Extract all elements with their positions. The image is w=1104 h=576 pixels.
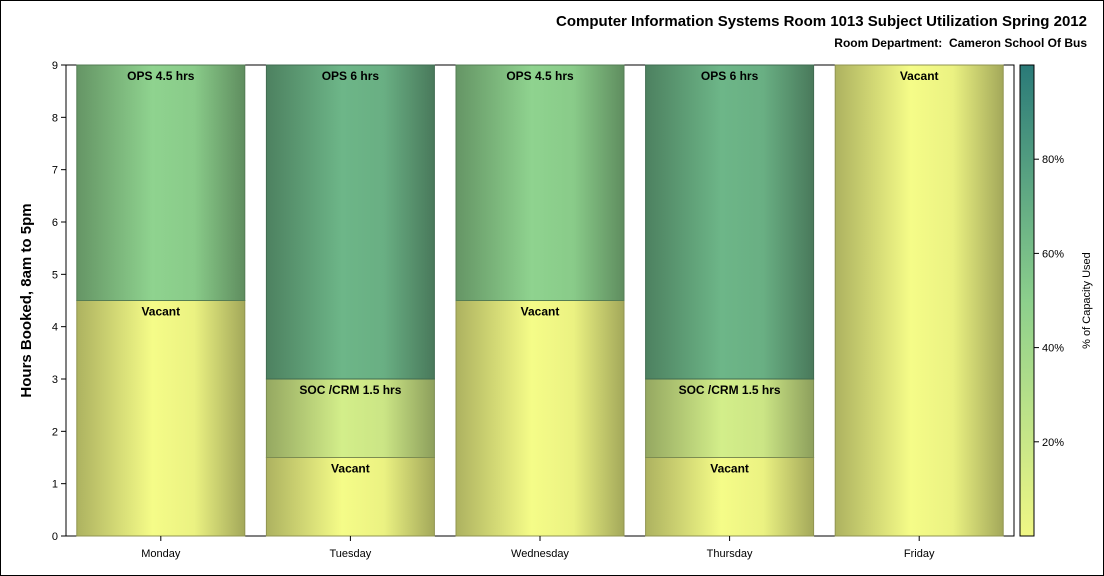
y-tick-label: 4 — [52, 322, 58, 334]
bar-segment — [834, 64, 1004, 537]
colorbar-tick-label: 60% — [1042, 248, 1064, 260]
bar-segment — [645, 378, 815, 458]
bar-segment — [645, 64, 815, 380]
y-tick-label: 2 — [52, 426, 58, 438]
bar-segment — [455, 300, 625, 537]
segment-label: OPS 6 hrs — [322, 69, 380, 83]
x-tick-label: Friday — [904, 548, 935, 560]
colorbar-tick-label: 80% — [1042, 154, 1064, 166]
segment-label: OPS 6 hrs — [701, 69, 759, 83]
y-tick-label: 0 — [52, 531, 58, 543]
plot-area: 0 1 2 3 4 5 6 7 8 9 Hours Booked, 8am to 5pm Vacant… — [18, 60, 1015, 560]
x-tick-label: Wednesday — [511, 548, 569, 560]
bar-segment — [76, 300, 246, 537]
colorbar-tick-label: 20% — [1042, 437, 1064, 449]
x-tick-label: Thursday — [707, 548, 753, 560]
bar-segment — [455, 64, 625, 301]
segment-label: SOC /CRM 1.5 hrs — [679, 383, 781, 397]
y-tick-label: 5 — [52, 269, 58, 281]
y-tick-label: 8 — [52, 112, 58, 124]
segment-label: Vacant — [331, 462, 370, 476]
segment-label: OPS 4.5 hrs — [506, 69, 574, 83]
colorbar-label: % of Capacity Used — [1081, 252, 1093, 349]
bar-segment — [76, 64, 246, 301]
x-tick-label: Monday — [141, 548, 181, 560]
segment-label: Vacant — [900, 69, 939, 83]
y-tick-label: 6 — [52, 217, 58, 229]
chart-title: Computer Information Systems Room 1013 S… — [556, 13, 1087, 30]
y-tick-label: 3 — [52, 374, 58, 386]
bar-segment — [265, 457, 435, 537]
bar-segment — [265, 378, 435, 458]
y-axis-label: Hours Booked, 8am to 5pm — [18, 203, 35, 397]
colorbar-tick-label: 40% — [1042, 343, 1064, 355]
chart-subtitle: Room Department: Cameron School Of Bus — [834, 36, 1087, 50]
bar-segment — [265, 64, 435, 380]
y-tick-label: 1 — [52, 479, 58, 491]
x-tick-label: Tuesday — [330, 548, 372, 560]
segment-label: OPS 4.5 hrs — [127, 69, 195, 83]
y-tick-label: 9 — [52, 60, 58, 72]
colorbar: 20% 40% 60% 80% % of Capacity Used — [1019, 64, 1093, 537]
segment-label: Vacant — [141, 305, 180, 319]
y-tick-label: 7 — [52, 165, 58, 177]
segment-label: SOC /CRM 1.5 hrs — [299, 383, 401, 397]
colorbar-ramp — [1019, 64, 1035, 537]
segment-label: Vacant — [710, 462, 749, 476]
segment-label: Vacant — [521, 305, 560, 319]
